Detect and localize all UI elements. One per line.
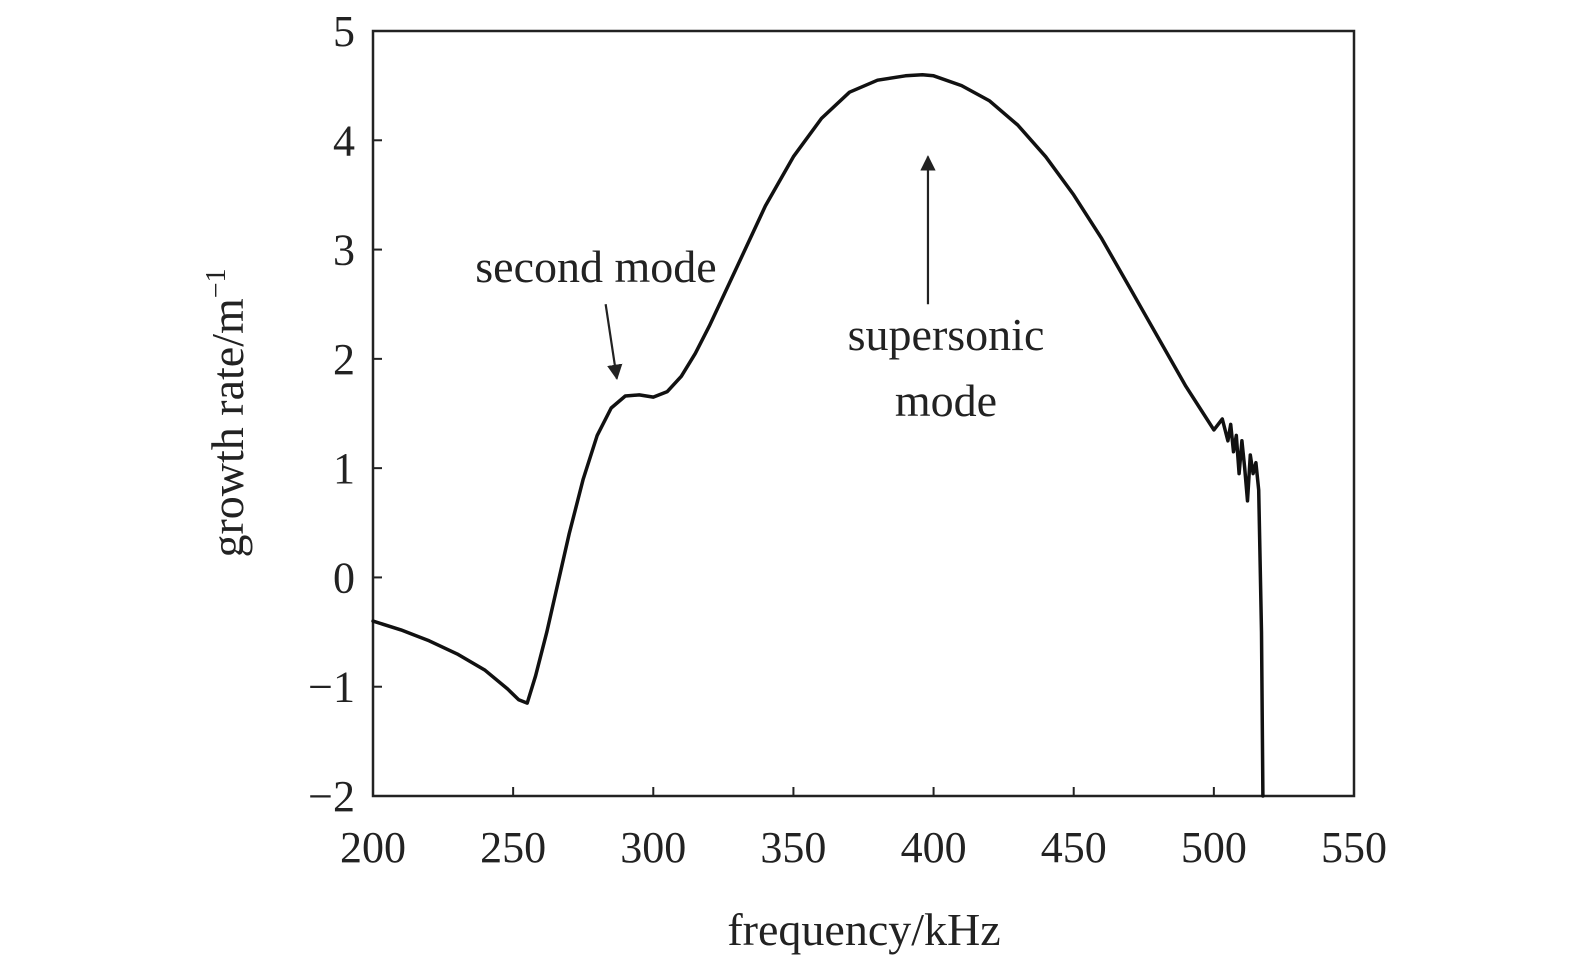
x-tick-label: 450	[1041, 823, 1107, 872]
x-axis-label: frequency/kHz	[727, 904, 1000, 955]
annotation-supersonic-line1: supersonic	[848, 309, 1045, 360]
y-tick-label: −2	[308, 772, 355, 821]
y-axis-ticks: −2 −1 0 1 2 3 4 5	[308, 7, 382, 821]
x-tick-label: 500	[1181, 823, 1247, 872]
y-tick-label: 2	[333, 335, 355, 384]
y-tick-label: 5	[333, 7, 355, 56]
plot-frame	[371, 29, 1356, 798]
y-tick-label: 3	[333, 226, 355, 275]
y-tick-label: 1	[333, 444, 355, 493]
x-tick-label: 350	[760, 823, 826, 872]
y-tick-label: −1	[308, 663, 355, 712]
annotation-arrow-second-mode	[604, 304, 623, 381]
y-tick-label: 4	[333, 116, 355, 165]
y-axis-label-superscript: −1	[201, 268, 232, 298]
x-tick-label: 400	[901, 823, 967, 872]
y-tick-label: 0	[333, 553, 355, 602]
annotation-supersonic-line2: mode	[895, 375, 997, 426]
x-tick-label: 200	[340, 823, 406, 872]
y-axis-label-base: growth rate/m	[202, 298, 253, 558]
x-tick-label: 300	[620, 823, 686, 872]
series-line	[371, 72, 1265, 798]
annotation-second-mode: second mode	[475, 241, 716, 292]
x-tick-label: 250	[480, 823, 546, 872]
x-tick-label: 550	[1321, 823, 1387, 872]
x-axis-ticks: 200 250 300 350 400 450 500 550	[340, 787, 1387, 872]
y-axis-label: growth rate/m−1	[201, 268, 253, 557]
annotations: second mode supersonic mode	[475, 155, 1045, 426]
